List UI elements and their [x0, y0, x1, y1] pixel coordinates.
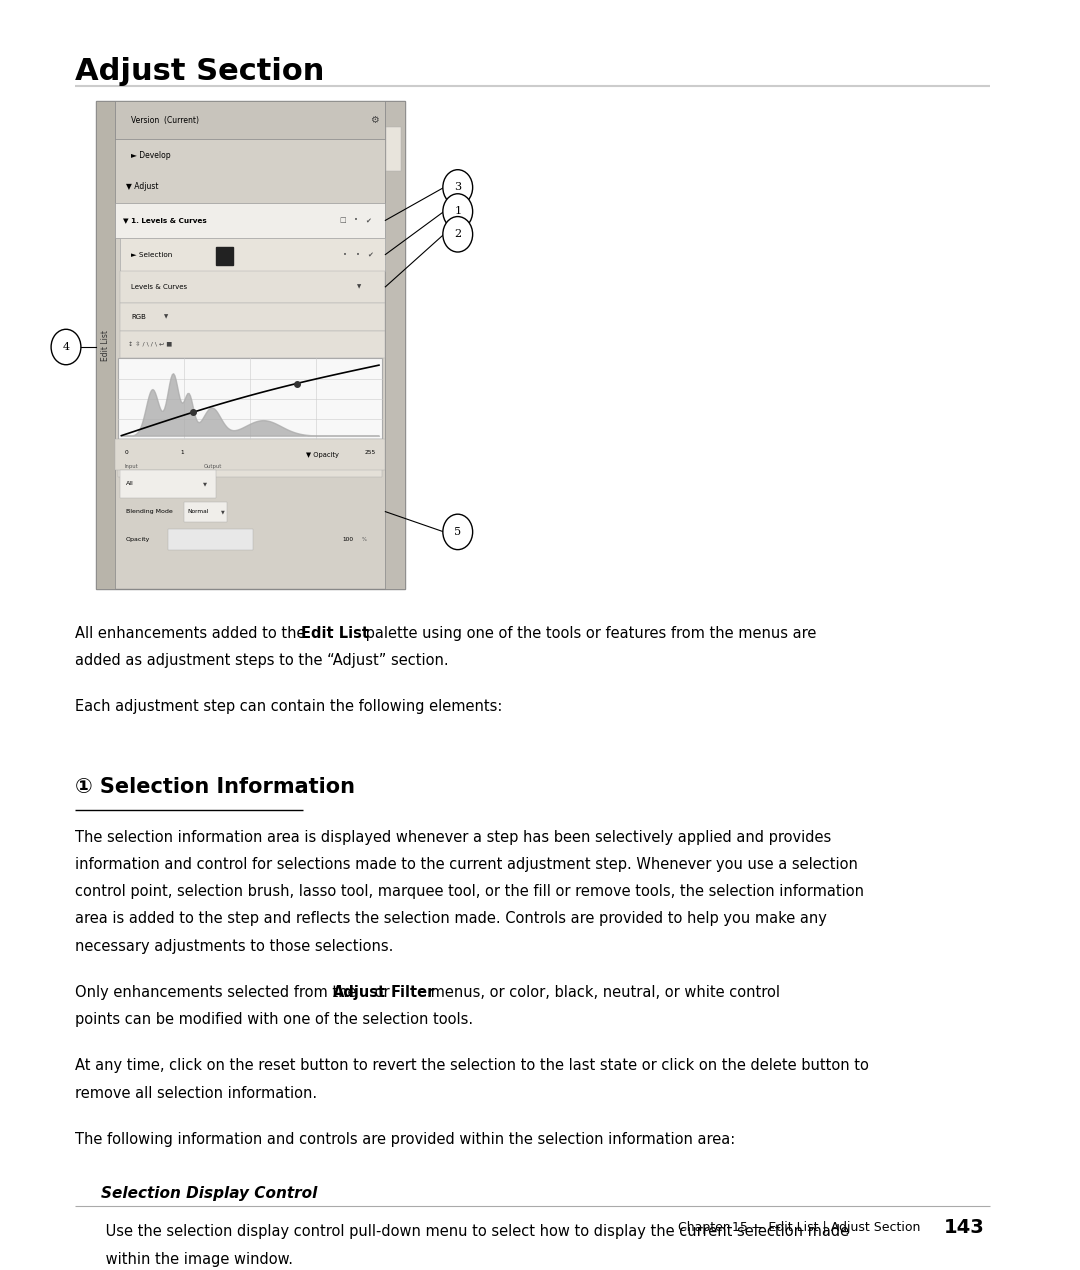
Text: 100: 100	[342, 537, 354, 542]
Text: Normal: Normal	[187, 509, 208, 514]
Text: Blending Mode: Blending Mode	[125, 509, 173, 514]
Text: Edit List: Edit List	[301, 626, 369, 640]
Text: ▼ Opacity: ▼ Opacity	[306, 452, 338, 457]
FancyBboxPatch shape	[120, 470, 216, 498]
Text: RGB: RGB	[131, 314, 146, 320]
FancyBboxPatch shape	[216, 246, 233, 264]
Circle shape	[443, 170, 473, 206]
Text: 255: 255	[365, 450, 376, 455]
Text: added as adjustment steps to the “Adjust” section.: added as adjustment steps to the “Adjust…	[75, 653, 448, 668]
Circle shape	[443, 194, 473, 229]
Text: control point, selection brush, lasso tool, marquee tool, or the fill or remove : control point, selection brush, lasso to…	[75, 884, 864, 899]
FancyBboxPatch shape	[96, 102, 114, 589]
Text: %: %	[362, 537, 367, 542]
Text: ▼: ▼	[220, 509, 225, 514]
Text: Adjust: Adjust	[334, 986, 387, 999]
Text: Use the selection display control pull-down menu to select how to display the cu: Use the selection display control pull-d…	[102, 1224, 849, 1240]
FancyBboxPatch shape	[120, 271, 386, 302]
Text: 1: 1	[180, 450, 184, 455]
FancyBboxPatch shape	[387, 127, 402, 171]
Text: menus, or color, black, neutral, or white control: menus, or color, black, neutral, or whit…	[426, 986, 780, 999]
Text: ► Develop: ► Develop	[131, 151, 171, 160]
Circle shape	[51, 329, 81, 364]
Text: The following information and controls are provided within the selection informa: The following information and controls a…	[75, 1132, 734, 1147]
Text: ▼ Adjust: ▼ Adjust	[125, 183, 158, 192]
Text: 2: 2	[455, 230, 461, 239]
Text: All: All	[125, 481, 133, 486]
Text: Input: Input	[124, 464, 138, 469]
Text: ↕ ⇳ / \ / \ ↩ ■: ↕ ⇳ / \ / \ ↩ ■	[127, 342, 172, 347]
Text: Adjust Section: Adjust Section	[75, 57, 324, 86]
Text: Each adjustment step can contain the following elements:: Each adjustment step can contain the fol…	[75, 698, 502, 714]
Circle shape	[443, 217, 473, 251]
Text: Edit List: Edit List	[100, 330, 110, 361]
Text: or: or	[370, 986, 394, 999]
FancyBboxPatch shape	[114, 439, 386, 470]
Text: Only enhancements selected from the: Only enhancements selected from the	[75, 986, 361, 999]
Text: Levels & Curves: Levels & Curves	[131, 284, 187, 290]
Text: 0: 0	[124, 450, 129, 455]
FancyBboxPatch shape	[120, 237, 386, 271]
Text: •: •	[353, 217, 357, 224]
Text: ✔: ✔	[365, 217, 372, 224]
FancyBboxPatch shape	[118, 439, 382, 478]
Text: ▼ 1. Levels & Curves: ▼ 1. Levels & Curves	[123, 217, 207, 224]
Text: 4: 4	[63, 342, 69, 352]
Text: 3: 3	[455, 183, 461, 193]
Text: ▼: ▼	[203, 481, 207, 486]
Text: 1: 1	[455, 207, 461, 216]
FancyBboxPatch shape	[185, 502, 227, 522]
Text: 5: 5	[455, 527, 461, 537]
Text: At any time, click on the reset button to revert the selection to the last state: At any time, click on the reset button t…	[75, 1058, 868, 1073]
FancyBboxPatch shape	[120, 302, 386, 330]
Text: •: •	[343, 251, 347, 258]
Text: ✔: ✔	[367, 251, 374, 258]
Text: ⚙: ⚙	[370, 116, 379, 126]
Text: Opacity: Opacity	[125, 537, 150, 542]
Text: remove all selection information.: remove all selection information.	[75, 1086, 316, 1101]
Text: ▼: ▼	[356, 284, 361, 290]
FancyBboxPatch shape	[120, 330, 386, 358]
Text: area is added to the step and reflects the selection made. Controls are provided: area is added to the step and reflects t…	[75, 912, 826, 926]
Text: Filter: Filter	[391, 986, 435, 999]
Text: ① Selection Information: ① Selection Information	[75, 776, 354, 796]
Circle shape	[443, 514, 473, 550]
Text: within the image window.: within the image window.	[102, 1252, 293, 1266]
Text: information and control for selections made to the current adjustment step. When: information and control for selections m…	[75, 857, 858, 872]
FancyBboxPatch shape	[118, 358, 382, 439]
Text: ► Selection: ► Selection	[131, 251, 172, 258]
Text: points can be modified with one of the selection tools.: points can be modified with one of the s…	[75, 1012, 473, 1027]
FancyBboxPatch shape	[96, 102, 405, 589]
Text: •: •	[355, 251, 360, 258]
FancyBboxPatch shape	[114, 102, 386, 140]
Text: All enhancements added to the: All enhancements added to the	[75, 626, 310, 640]
Text: Output: Output	[203, 464, 221, 469]
Text: □: □	[339, 217, 346, 224]
Text: palette using one of the tools or features from the menus are: palette using one of the tools or featur…	[361, 626, 816, 640]
FancyBboxPatch shape	[386, 102, 405, 589]
Text: necessary adjustments to those selections.: necessary adjustments to those selection…	[75, 939, 393, 954]
Text: ▼: ▼	[164, 314, 168, 319]
Text: Version  (Current): Version (Current)	[131, 116, 199, 124]
Text: Chapter 15 — Edit List | Adjust Section: Chapter 15 — Edit List | Adjust Section	[678, 1220, 921, 1234]
Text: Selection Display Control: Selection Display Control	[102, 1186, 318, 1201]
FancyBboxPatch shape	[114, 203, 386, 237]
Text: 143: 143	[944, 1218, 985, 1237]
Text: The selection information area is displayed whenever a step has been selectively: The selection information area is displa…	[75, 829, 831, 845]
FancyBboxPatch shape	[168, 530, 254, 550]
